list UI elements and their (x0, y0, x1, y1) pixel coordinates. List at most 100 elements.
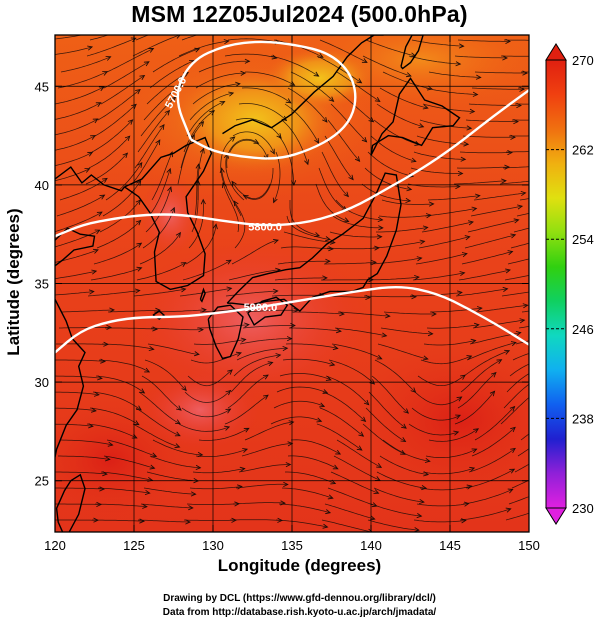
streamline (233, 354, 281, 377)
streamline (362, 423, 406, 455)
streamline-arrow (135, 89, 141, 95)
streamline (513, 227, 529, 233)
streamline (316, 55, 362, 84)
streamline (98, 359, 150, 373)
wind-streamlines (55, 35, 529, 532)
chart-title: MSM 12Z05Jul2024 (500.0hPa) (131, 1, 468, 27)
streamline-arrow (325, 376, 332, 381)
streamline-arrow (376, 463, 383, 468)
streamline-arrow (509, 468, 516, 474)
streamline (97, 89, 141, 121)
streamline-arrow (322, 275, 328, 281)
streamline (147, 343, 199, 355)
streamline (179, 287, 232, 297)
streamline (55, 249, 99, 263)
streamline-arrow (152, 326, 158, 332)
streamline-arrow (286, 336, 293, 342)
streamline-arrow (225, 259, 232, 265)
streamline (500, 397, 529, 425)
streamline (91, 119, 133, 153)
streamline (456, 166, 510, 169)
colorbar-upper-triangle (545, 43, 567, 61)
streamline-arrow (267, 361, 274, 367)
streamline (511, 479, 529, 489)
streamline (329, 231, 382, 238)
streamline (145, 186, 172, 233)
streamline-arrow (219, 101, 226, 106)
streamline (330, 103, 367, 143)
streamline (227, 38, 280, 44)
streamline (318, 167, 347, 212)
streamline (270, 416, 322, 425)
streamline-arrow (104, 456, 111, 462)
streamline (381, 199, 434, 205)
streamline-arrow (166, 167, 172, 174)
streamline (371, 375, 409, 414)
streamline-arrow (98, 86, 105, 92)
streamline (278, 503, 331, 514)
streamline-arrow (102, 177, 108, 183)
streamline-arrow (304, 159, 309, 166)
streamline (245, 71, 295, 86)
streamline (367, 151, 414, 177)
streamline-arrow (431, 311, 437, 317)
streamline (146, 72, 189, 105)
streamline (457, 372, 497, 409)
streamline-arrow (457, 170, 464, 176)
streamline-arrow (131, 103, 137, 110)
streamline-arrow (419, 239, 426, 245)
streamline-arrow (469, 108, 476, 114)
streamline (55, 407, 96, 412)
streamline-arrow (270, 148, 275, 155)
streamline (141, 375, 182, 411)
streamline-arrow (180, 262, 187, 267)
streamline-arrow (455, 414, 461, 420)
streamline (374, 359, 416, 393)
streamline-arrow (467, 220, 474, 226)
y-tick-label: 40 (35, 178, 49, 193)
streamline (420, 355, 472, 365)
streamline-arrow (373, 489, 380, 494)
streamline (509, 363, 529, 377)
streamline (474, 71, 527, 74)
streamline (365, 39, 416, 57)
streamline-arrow (522, 303, 529, 309)
streamline (188, 199, 204, 249)
streamline-arrow (509, 405, 516, 412)
streamline-arrow (453, 430, 460, 436)
streamline (143, 84, 183, 121)
streamline (89, 407, 139, 425)
streamline (60, 56, 111, 73)
streamline-arrow (164, 109, 171, 116)
streamline (459, 508, 511, 521)
streamline (418, 236, 470, 249)
contour-label: 5900.0 (244, 302, 278, 314)
streamline-arrow (314, 138, 320, 144)
streamline (364, 167, 412, 190)
streamline (241, 443, 293, 457)
streamline (181, 407, 231, 418)
streamline-arrow (275, 353, 282, 359)
streamline-arrow (416, 256, 423, 262)
streamline-arrow (470, 338, 477, 344)
colorbar-ticks: 270 262 254 246 238 230 (546, 53, 594, 516)
streamline (273, 400, 325, 409)
streamline-arrow (322, 116, 328, 123)
streamline-arrow (374, 476, 381, 481)
streamline-arrow (148, 345, 155, 352)
streamline (189, 92, 234, 121)
streamline (228, 269, 280, 281)
streamline (422, 467, 475, 475)
streamline-arrow (332, 345, 339, 351)
streamline-arrow (144, 367, 151, 373)
streamline-arrow (99, 194, 106, 200)
streamline-arrow (93, 391, 100, 397)
temperature-shading (55, 35, 529, 520)
streamline-arrow (476, 306, 483, 312)
streamline (55, 135, 96, 151)
streamline-arrow (174, 431, 181, 437)
streamline (138, 391, 181, 425)
streamline (419, 485, 472, 491)
streamline (238, 103, 287, 121)
streamline (101, 343, 154, 350)
